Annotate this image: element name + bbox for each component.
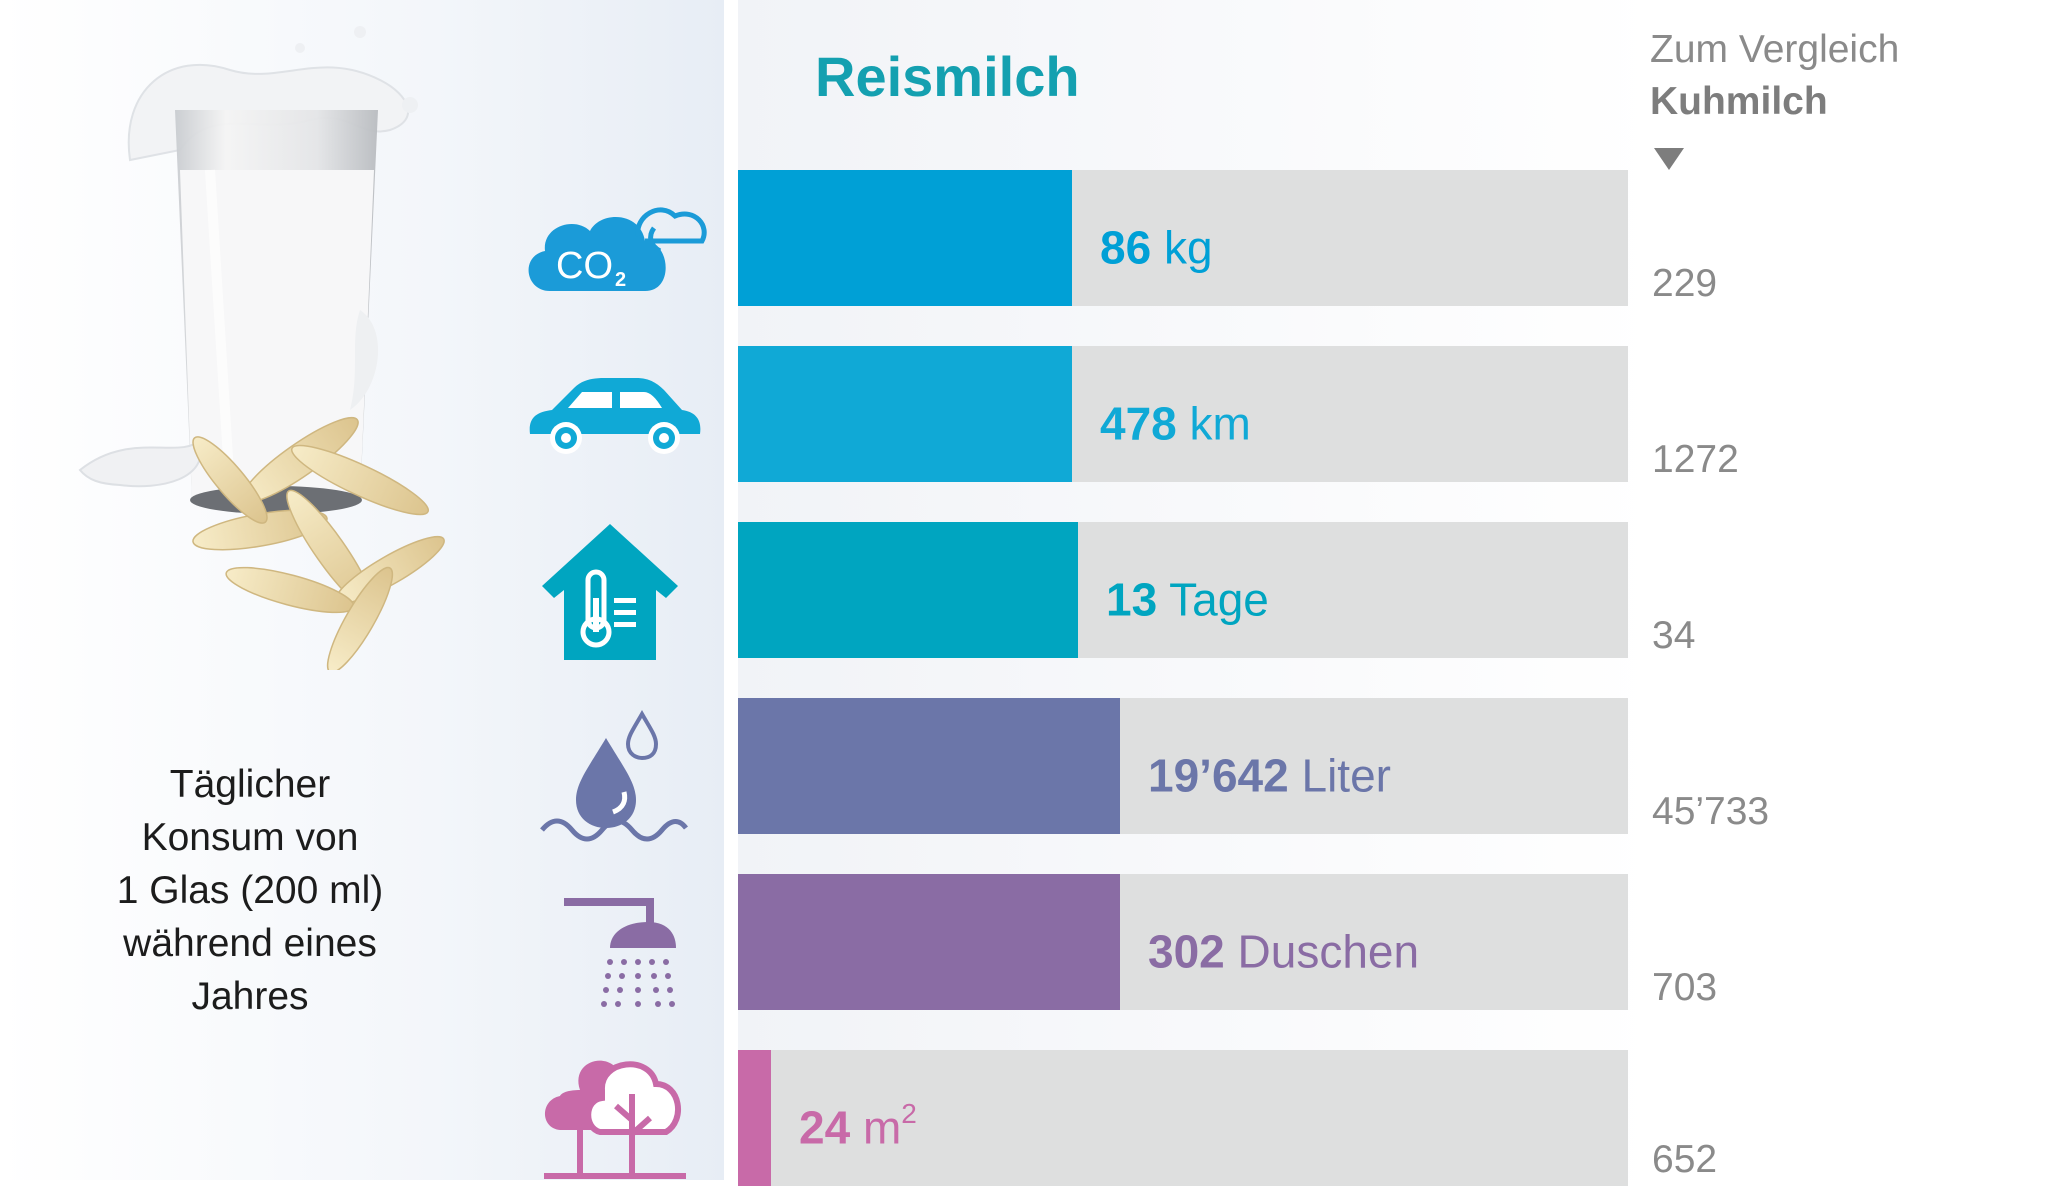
bar-fill-co2 (738, 170, 1072, 306)
bar-value-co2: 86 (1100, 221, 1152, 274)
comparison-header-line2: Kuhmilch (1650, 80, 1828, 123)
bar-fill-area (738, 1050, 771, 1186)
svg-text:2: 2 (615, 269, 626, 291)
chart-title: Reismilch (815, 45, 1080, 108)
comparison-header: Zum Vergleich Kuhmilch (1650, 24, 1899, 128)
bar-unit-water: Liter (1301, 749, 1391, 802)
bar-value-heating: 13 (1106, 573, 1158, 626)
bar-label-co2: 86 kg (1100, 170, 1213, 306)
bar-unit-shower: Duschen (1237, 925, 1420, 978)
bar-value-shower: 302 (1148, 925, 1225, 978)
co2-cloud-icon: CO 2 (528, 207, 707, 291)
bar-track-co2: 86 kg (738, 170, 1628, 306)
house-thermometer-icon (542, 524, 678, 660)
bar-fill-water (738, 698, 1120, 834)
bar-label-shower: 302 Duschen (1148, 874, 1419, 1010)
bar-unit-heating: Tage (1169, 573, 1269, 626)
tree-icon (544, 1060, 686, 1179)
compare-value-water: 45’733 (1652, 790, 1770, 833)
shower-icon (564, 898, 676, 1007)
svg-text:CO: CO (556, 245, 613, 287)
compare-value-area: 652 (1652, 1138, 1718, 1181)
bar-track-shower: 302 Duschen (738, 874, 1628, 1010)
bar-track-area: 24 m2 (738, 1050, 1628, 1186)
compare-value-co2: 229 (1652, 262, 1718, 305)
bar-track-heating: 13 Tage (738, 522, 1628, 658)
compare-value-shower: 703 (1652, 966, 1718, 1009)
bar-fill-car (738, 346, 1072, 482)
divider (724, 0, 738, 1180)
bar-unit-co2: kg (1163, 221, 1213, 274)
bar-unit-sup-area: 2 (901, 1098, 917, 1129)
bar-unit-car: km (1189, 397, 1251, 450)
bar-value-car: 478 (1100, 397, 1177, 450)
car-icon (529, 378, 701, 454)
bar-fill-shower (738, 874, 1120, 1010)
compare-value-car: 1272 (1652, 438, 1739, 481)
bar-value-area: 24 (799, 1101, 851, 1154)
bar-label-area: 24 m2 (799, 1050, 917, 1186)
bar-fill-heating (738, 522, 1078, 658)
bar-value-water: 19’642 (1148, 749, 1289, 802)
milk-glass-illustration (78, 26, 445, 670)
comparison-header-line1: Zum Vergleich (1650, 28, 1900, 71)
triangle-down-icon (1654, 148, 1684, 170)
bar-track-car: 478 km (738, 346, 1628, 482)
bar-label-heating: 13 Tage (1106, 522, 1269, 658)
bar-track-water: 19’642 Liter (738, 698, 1628, 834)
consumption-caption: Täglicher Konsum von 1 Glas (200 ml) wäh… (116, 763, 384, 1018)
bar-label-water: 19’642 Liter (1148, 698, 1391, 834)
water-drops-icon (540, 709, 688, 842)
compare-value-heating: 34 (1652, 614, 1696, 657)
bar-unit-area: m (862, 1101, 902, 1154)
bar-label-car: 478 km (1100, 346, 1251, 482)
